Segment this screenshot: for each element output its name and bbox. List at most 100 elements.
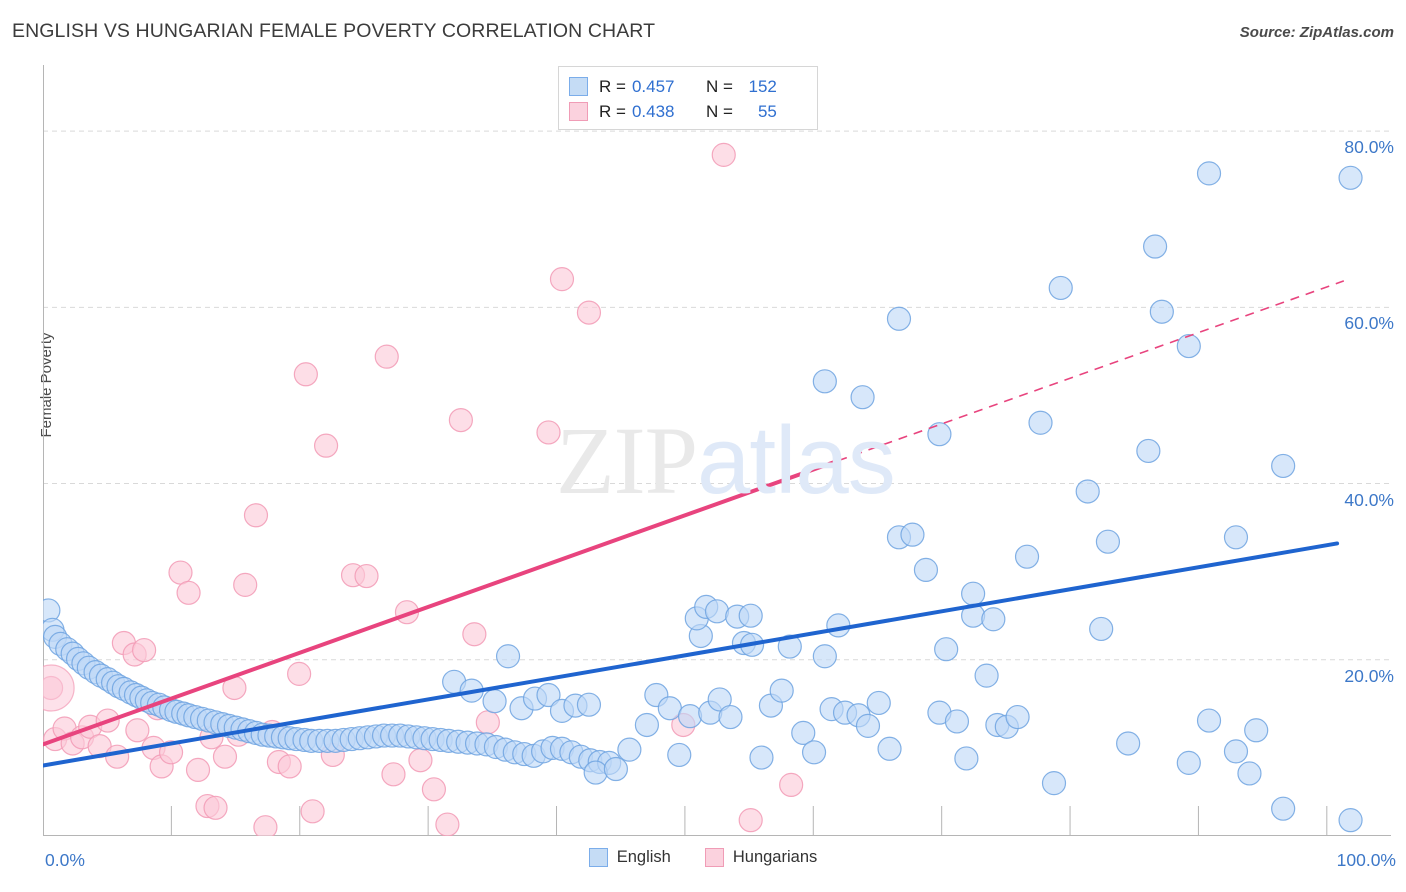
- data-point: [1338, 165, 1363, 190]
- data-point: [886, 306, 912, 331]
- data-point: [1271, 796, 1296, 821]
- source-attribution: Source: ZipAtlas.com: [1239, 24, 1394, 41]
- data-point: [536, 420, 561, 445]
- plot-area: [43, 65, 1391, 836]
- data-point: [313, 433, 339, 458]
- x-tick-label-max: 100.0%: [1336, 850, 1396, 870]
- data-point: [913, 557, 939, 582]
- data-point: [1089, 616, 1114, 642]
- data-point: [974, 663, 999, 688]
- data-point: [1005, 704, 1030, 730]
- y-tick-label-80: 80.0%: [1344, 137, 1394, 158]
- data-point: [105, 744, 130, 769]
- n-value-hungarians: 55: [757, 101, 777, 121]
- series-legend-item-english[interactable]: English: [588, 848, 671, 867]
- data-point: [185, 757, 211, 783]
- data-point: [583, 760, 608, 785]
- data-point: [866, 690, 891, 716]
- r-label-hungarians: R =: [599, 101, 626, 121]
- data-point: [576, 300, 602, 325]
- data-point: [777, 634, 802, 659]
- n-value-english: 152: [748, 76, 777, 96]
- r-label-english: R =: [599, 76, 626, 96]
- series-swatch-hungarians: [704, 848, 724, 867]
- data-point: [1048, 275, 1073, 301]
- data-point: [475, 710, 500, 735]
- data-point: [812, 369, 837, 394]
- scatter-plot-svg: [43, 65, 1391, 836]
- legend-swatch-hungarians: [569, 102, 588, 121]
- data-point: [576, 692, 602, 717]
- data-point: [1095, 529, 1121, 554]
- correlation-row-hungarians: R = 0.438 N = 55: [569, 99, 807, 124]
- data-point: [354, 563, 379, 589]
- data-point: [927, 422, 952, 447]
- data-point: [1041, 771, 1067, 796]
- data-point: [300, 799, 325, 824]
- data-point: [381, 762, 406, 787]
- data-point: [131, 637, 157, 663]
- data-point: [704, 599, 730, 624]
- data-point: [536, 682, 561, 708]
- data-point: [934, 637, 959, 662]
- data-point: [1223, 525, 1249, 550]
- data-point: [408, 748, 433, 773]
- series-points-english: [43, 161, 1363, 833]
- data-point: [1136, 438, 1161, 464]
- data-point: [738, 808, 763, 833]
- data-point: [812, 644, 837, 669]
- data-point: [168, 560, 193, 585]
- y-tick-label-60: 60.0%: [1344, 313, 1394, 334]
- data-point: [954, 746, 979, 771]
- data-point: [125, 718, 150, 743]
- data-point: [1142, 234, 1168, 259]
- data-point: [749, 745, 774, 770]
- series-swatch-english: [588, 848, 608, 867]
- series-legend-item-hungarians[interactable]: Hungarians: [704, 848, 818, 867]
- data-point: [287, 661, 312, 686]
- data-point: [769, 678, 794, 703]
- data-point: [462, 622, 487, 647]
- data-point: [711, 142, 736, 167]
- legend-swatch-english: [569, 77, 588, 96]
- data-point: [1237, 761, 1262, 786]
- data-point: [944, 709, 970, 734]
- data-point: [738, 603, 763, 628]
- data-point: [243, 503, 269, 528]
- data-point: [1176, 750, 1201, 775]
- data-point: [482, 689, 507, 714]
- data-point: [826, 613, 851, 638]
- data-point: [634, 712, 660, 738]
- data-point: [1271, 453, 1296, 479]
- data-point: [779, 772, 804, 797]
- data-point: [1244, 718, 1269, 743]
- data-point: [435, 812, 460, 836]
- data-point: [448, 408, 473, 433]
- data-point: [981, 607, 1006, 632]
- data-point: [657, 696, 682, 721]
- n-label-english: N =: [705, 76, 733, 96]
- trendline-hungarians: [43, 458, 841, 747]
- data-point: [176, 580, 201, 605]
- y-tick-label-40: 40.0%: [1344, 489, 1394, 510]
- n-label-hungarians: N =: [705, 101, 733, 121]
- y-tick-label-20: 20.0%: [1344, 665, 1394, 686]
- data-point: [603, 756, 629, 782]
- data-point: [1196, 161, 1222, 186]
- data-point: [1223, 739, 1249, 764]
- data-point: [277, 754, 302, 779]
- data-point: [850, 385, 875, 410]
- data-point: [801, 740, 827, 765]
- series-legend: English Hungarians: [0, 848, 1406, 867]
- data-point: [212, 744, 238, 769]
- data-point: [617, 737, 642, 762]
- data-point: [667, 742, 692, 768]
- data-point: [293, 362, 318, 387]
- data-point: [877, 736, 902, 761]
- data-point: [253, 815, 278, 836]
- series-label-hungarians: Hungarians: [732, 848, 818, 866]
- data-point: [1338, 808, 1363, 833]
- r-value-english: 0.457: [631, 76, 675, 96]
- series-label-english: English: [616, 848, 671, 866]
